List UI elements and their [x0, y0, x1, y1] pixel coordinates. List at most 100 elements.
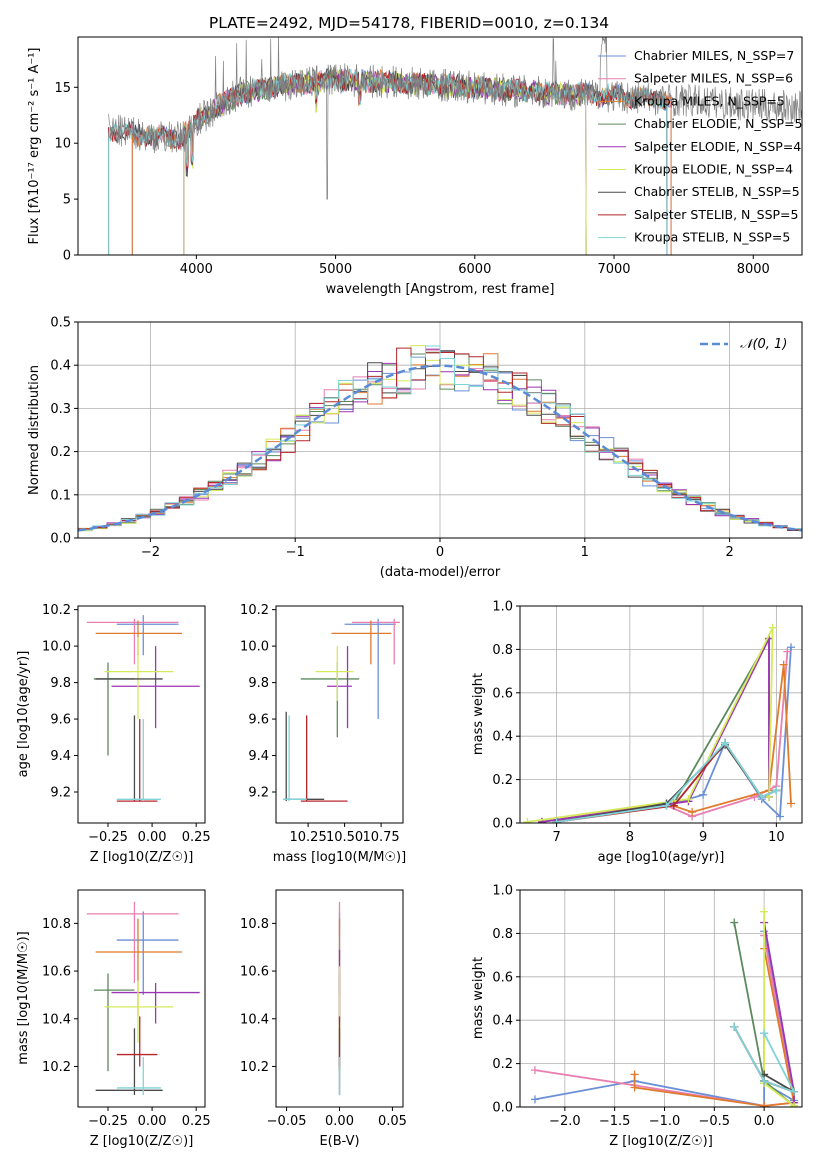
frame-residuals: −2 −1 0 1 2 0.0 0.1 0.2 0.3 0.4 0.5 (data-model)/er…	[50, 316, 803, 580]
y-tick-label: 10	[54, 137, 71, 152]
x-tick-label: −2.0	[549, 1114, 581, 1129]
y-axis-label: mass [log10(M/M☉)]	[16, 931, 31, 1064]
legend-entry: Kroupa MILES, N_SSP=5	[634, 93, 785, 108]
weight-line	[556, 741, 777, 823]
frame-age-vs-mass: 10.25 10.50 10.75 9.2 9.4 9.6 9.8 10.0 10.2 mass …	[240, 603, 406, 865]
y-tick-label: 10.4	[240, 1012, 269, 1027]
weight-line	[541, 635, 770, 823]
x-tick-label: 0.0	[754, 1114, 775, 1129]
x-tick-label: −1	[286, 545, 305, 560]
x-tick-label: −0.25	[88, 1114, 128, 1129]
weight-marker	[783, 647, 792, 656]
axes-frame	[519, 889, 803, 1108]
y-tick-label: 0	[63, 249, 71, 264]
weight-marker	[776, 812, 785, 821]
legend-entry: Chabrier STELIB, N_SSP=5	[634, 184, 800, 199]
y-axis-label: age [log10(age/yr)]	[16, 651, 31, 778]
x-tick-label: 2	[725, 545, 733, 560]
weight-line	[556, 741, 777, 823]
y-tick-label: 0.3	[50, 402, 71, 417]
y-tick-label: 0.1	[50, 488, 71, 503]
x-tick-label: 0	[436, 545, 444, 560]
y-tick-label: 0.4	[492, 1014, 513, 1029]
y-tick-label: 5	[63, 193, 71, 208]
y-tick-label: 0.6	[492, 970, 513, 985]
weight-marker	[768, 623, 777, 632]
weight-line	[527, 627, 774, 823]
y-tick-label: 0.6	[492, 686, 513, 701]
y-tick-label: 10.4	[42, 1012, 71, 1027]
legend-entry: Salpeter MILES, N_SSP=6	[634, 71, 793, 86]
x-tick-label: −1.5	[599, 1114, 631, 1129]
axes-frame	[519, 605, 803, 824]
weight-marker	[760, 907, 769, 916]
y-tick-label: 0.2	[492, 1057, 513, 1072]
weight-marker	[630, 1083, 639, 1092]
y-tick-label: 9.2	[50, 786, 71, 801]
weight-marker	[669, 801, 678, 810]
weight-marker	[760, 1101, 769, 1107]
x-axis-label: age [log10(age/yr)]	[598, 850, 725, 865]
y-tick-label: 10.8	[240, 917, 269, 932]
weight-vs-age-series	[523, 623, 796, 823]
weight-marker	[684, 795, 693, 804]
y-axis-label: Normed distribution	[27, 365, 42, 495]
x-tick-label: 0.00	[138, 1114, 167, 1129]
weight-marker	[530, 1066, 539, 1075]
weight-line	[556, 743, 777, 823]
x-tick-label: 0.05	[378, 1114, 407, 1129]
x-axis-label: E(B-V)	[319, 1134, 359, 1149]
weight-marker	[787, 799, 796, 808]
y-tick-label: 10.2	[42, 1060, 71, 1075]
y-tick-label: 0.2	[492, 773, 513, 788]
weight-line	[541, 664, 792, 823]
y-tick-label: 10.2	[240, 1060, 269, 1075]
axes-frame	[77, 605, 206, 824]
axes-frame	[275, 605, 404, 824]
x-tick-label: 5000	[319, 262, 352, 277]
y-tick-label: 0.0	[492, 817, 513, 832]
x-axis-label: Z [log10(Z/Z☉)]	[90, 850, 194, 865]
y-tick-label: 10.6	[42, 965, 71, 980]
weight-marker	[772, 786, 781, 795]
frame-age-vs-Z: −0.25 0.00 0.25 9.2 9.4 9.6 9.8 10.0 10.2 Z [log1…	[42, 603, 211, 865]
weight-marker	[730, 918, 739, 927]
y-tick-label: 0.8	[492, 643, 513, 658]
legend-entry: Kroupa ELODIE, N_SSP=4	[634, 162, 793, 177]
x-tick-label: 10.50	[326, 830, 363, 845]
y-tick-label: 9.8	[248, 676, 269, 691]
x-tick-label: 0.00	[138, 830, 167, 845]
weight-line	[733, 1026, 796, 1094]
frame-spectrum: 4000 5000 6000 7000 8000 0 5 10 15 wavelength [An…	[54, 36, 803, 297]
x-tick-label: −0.25	[88, 830, 128, 845]
weight-marker	[790, 1087, 799, 1096]
x-tick-label: −1.0	[649, 1114, 681, 1129]
residual-histograms	[78, 345, 802, 538]
y-tick-label: 9.6	[50, 713, 71, 728]
frame-weight-vs-age: 7 8 9 10 0.0 0.2 0.4 0.6 0.8 1.0 age [log10(age/yr…	[492, 600, 803, 865]
y-tick-label: 0.5	[50, 316, 71, 331]
weight-marker	[760, 1076, 769, 1085]
axes-frame	[77, 36, 803, 256]
legend-entry: Salpeter STELIB, N_SSP=5	[634, 207, 798, 222]
x-axis-label: wavelength [Angstrom, rest frame]	[326, 282, 555, 297]
x-tick-label: 0.25	[182, 1114, 211, 1129]
weight-marker	[523, 817, 532, 823]
legend-entry: Salpeter ELODIE, N_SSP=4	[634, 139, 801, 154]
x-axis-label: Z [log10(Z/Z☉)]	[90, 1134, 194, 1149]
y-tick-label: 0.4	[492, 730, 513, 745]
legend-entry: Chabrier ELODIE, N_SSP=5	[634, 116, 803, 131]
x-tick-label: 1	[581, 545, 589, 560]
y-tick-label: 9.8	[50, 676, 71, 691]
age-vs-mass-points	[283, 618, 401, 802]
x-tick-label: 7	[552, 830, 560, 845]
y-tick-label: 10.0	[42, 640, 71, 655]
x-axis-label: Z [log10(Z/Z☉)]	[609, 1134, 713, 1149]
y-tick-label: 0.2	[50, 445, 71, 460]
spectrum-legend: Chabrier MILES, N_SSP=7 Salpeter MILES, N…	[598, 48, 803, 245]
x-tick-label: 8000	[737, 262, 770, 277]
weight-marker	[787, 643, 796, 652]
age-vs-Z-points	[86, 615, 200, 802]
x-tick-label: −2	[141, 545, 160, 560]
